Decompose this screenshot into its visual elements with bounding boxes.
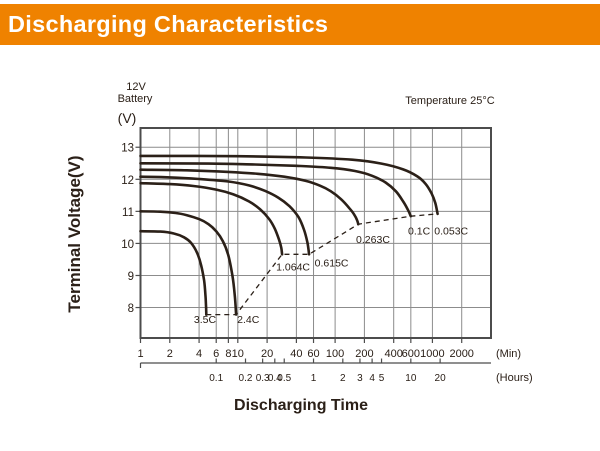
curve-2.4C: [139, 210, 238, 316]
x-tick-label-min: 10: [232, 348, 244, 360]
curve-label-0.615C: 0.615C: [315, 258, 349, 270]
x-tick-label-hours: 2: [340, 373, 346, 384]
plot-border: [139, 127, 492, 339]
curve-1.064C: [139, 181, 284, 256]
curve-label-1.064C: 1.064C: [276, 262, 310, 274]
x-tick-label-hours: 3: [357, 373, 363, 384]
hours-unit-label: (Hours): [496, 372, 533, 384]
y-tick-label: 8: [128, 303, 134, 315]
curve-label-2.4C: 2.4C: [237, 314, 260, 326]
x-tick-label-hours: 1: [311, 373, 317, 384]
curve-0.1C: [139, 161, 413, 218]
x-tick-label-hours: 0.4: [268, 373, 282, 384]
x-axis-title: Discharging Time: [234, 397, 368, 414]
x-tick-label-hours: 0.5: [277, 373, 291, 384]
curve-label-0.1C: 0.1C: [408, 226, 431, 238]
battery-voltage-label: 12V: [126, 81, 146, 93]
y-tick-label: 12: [121, 175, 134, 187]
title-bar: Discharging Characteristics: [0, 4, 600, 45]
x-tick-label-hours: 5: [379, 373, 385, 384]
x-tick-label-min: 100: [326, 348, 344, 360]
y-tick-label: 11: [122, 207, 134, 219]
x-tick-label-min: 20: [261, 348, 273, 360]
x-tick-label-min: 1: [137, 348, 143, 360]
x-tick-label-hours: 0.2: [239, 373, 253, 384]
x-tick-label-hours: 0.3: [256, 373, 270, 384]
y-axis-unit-label: (V): [118, 110, 137, 126]
min-unit-label: (Min): [496, 348, 521, 360]
x-tick-label-min: 4: [196, 348, 202, 360]
page-title: Discharging Characteristics: [8, 11, 329, 37]
x-tick-label-min: 400: [385, 348, 403, 360]
x-tick-label-min: 1000: [420, 348, 444, 360]
curve-3.5C: [139, 229, 208, 316]
x-tick-label-min: 2: [167, 348, 173, 360]
curve-label-3.5C: 3.5C: [194, 314, 217, 326]
x-tick-label-hours: 0.1: [209, 373, 223, 384]
curve-0.615C: [139, 175, 311, 256]
x-tick-label-min: 600: [402, 348, 420, 360]
y-tick-label: 13: [121, 143, 134, 155]
curve-0.263C: [139, 168, 360, 226]
curve-label-0.263C: 0.263C: [356, 234, 390, 246]
temperature-label: Temperature 25°C: [405, 95, 494, 107]
curve-0.053C: [139, 154, 439, 216]
x-tick-label-min: 200: [355, 348, 373, 360]
x-tick-label-min: 2000: [449, 348, 473, 360]
y-tick-label: 10: [121, 239, 134, 251]
y-axis-title: Terminal Voltage(V): [65, 155, 84, 312]
x-tick-label-hours: 4: [369, 373, 375, 384]
curve-label-0.053C: 0.053C: [434, 226, 468, 238]
x-tick-label-hours: 10: [405, 373, 417, 384]
x-tick-label-min: 6: [213, 348, 219, 360]
y-tick-label: 9: [128, 271, 134, 283]
x-tick-label-min: 60: [307, 348, 319, 360]
battery-label: Battery: [118, 93, 153, 105]
x-tick-label-min: 40: [290, 348, 302, 360]
x-tick-label-hours: 20: [435, 373, 447, 384]
x-tick-label-min: 8: [225, 348, 231, 360]
cutoff-dashed-line: [206, 213, 438, 316]
